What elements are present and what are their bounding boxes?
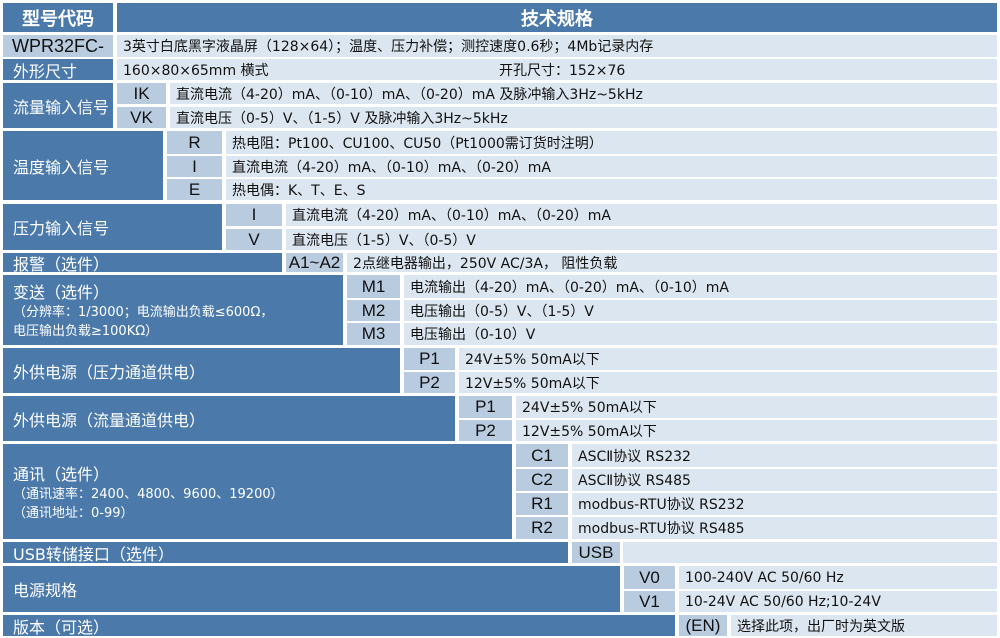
supply-flow-label: 外供电源（流量通道供电）: [3, 396, 455, 441]
supply-flow-option-description: 12V±5% 50mA以下: [516, 420, 997, 441]
comm-note: （通讯速率：2400、4800、9600、19200）: [13, 486, 284, 502]
power-option-description: 100-240V AC 50/60 Hz: [679, 566, 997, 589]
temperature-option-code: I: [167, 156, 222, 177]
model-description: 3英寸白底黑字液晶屏（128×64）；温度、压力补偿；测控速度0.6秒；4Mb记…: [117, 35, 997, 57]
transmit-option-code: M1: [347, 275, 400, 298]
transmit-note: （分辨率：1/3000；电流输出负载≤600Ω，: [13, 305, 274, 320]
usb-label: USB转储接口（选件）: [3, 542, 568, 563]
temperature-option-description: 热电阻：Pt100、CU100、CU50（Pt1000需订货时注明）: [226, 131, 997, 154]
transmit-label: 变送（选件）: [13, 283, 110, 302]
comm-note: （通讯地址：0-99）: [13, 505, 134, 521]
supply-pressure-option-code: P2: [404, 372, 455, 393]
comm-option-code: C2: [516, 469, 568, 491]
transmit-option-description: 电压输出（0-5）V、（1-5）V: [404, 300, 997, 321]
supply-pressure-option-code: P1: [404, 348, 455, 370]
power-label: 电源规格: [3, 566, 620, 612]
alarm-option-code: A1~A2: [286, 253, 343, 272]
flow-label: 流量输入信号: [3, 83, 113, 128]
temperature-option-description: 直流电流（4-20）mA、（0-10）mA、（0-20）mA: [226, 156, 997, 177]
header-spec: 技术规格: [117, 3, 997, 32]
comm-label: 通讯（选件）: [13, 464, 110, 484]
transmit-option-description: 电流输出（4-20）mA、（0-20）mA、（0-10）mA: [404, 275, 997, 298]
size-dimensions: 160×80×65mm 横式: [123, 62, 269, 79]
version-label: 版本（可选）: [3, 615, 675, 636]
version-option-description: 选择此项，出厂时为英文版: [731, 615, 997, 636]
pressure-label: 压力输入信号: [3, 204, 222, 250]
cutout-size: 开孔尺寸：152×76: [499, 62, 626, 79]
pressure-option-code: V: [226, 229, 282, 250]
supply-flow-option-code: P2: [459, 420, 512, 441]
comm-option-code: R2: [516, 517, 568, 539]
transmit-option-code: M2: [347, 300, 400, 321]
model-code-cell: WPR32FC-: [3, 35, 113, 57]
pressure-option-description: 直流电压（1-5）V、（0-5）V: [286, 229, 997, 250]
alarm-option-description: 2点继电器输出，250V AC/3A， 阻性负载: [347, 253, 997, 272]
comm-option-code: C1: [516, 444, 568, 467]
pressure-option-code: I: [226, 204, 282, 226]
comm-label-cell: 通讯（选件） （通讯速率：2400、4800、9600、19200） （通讯地址：0…: [3, 444, 512, 539]
comm-option-code: R1: [516, 493, 568, 515]
supply-flow-option-code: P1: [459, 396, 512, 418]
supply-pressure-label: 外供电源（压力通道供电）: [3, 348, 400, 393]
version-option-code: (EN): [679, 615, 727, 636]
transmit-option-description: 电压输出（0-10）V: [404, 323, 997, 345]
flow-option-description: 直流电压（0-5）V、（1-5）V 及脉冲输入3Hz~5kHz: [170, 107, 997, 128]
usb-option-description: [623, 542, 997, 563]
comm-option-description: ASCⅡ协议 RS232: [572, 444, 997, 467]
flow-option-description: 直流电流（4-20）mA、（0-10）mA、（0-20）mA 及脉冲输入3Hz~…: [170, 83, 997, 104]
comm-option-description: modbus-RTU协议 RS232: [572, 493, 997, 515]
temperature-option-code: R: [167, 131, 222, 154]
temperature-option-description: 热电偶：K、T、E、S: [226, 179, 997, 200]
supply-flow-option-description: 24V±5% 50mA以下: [516, 396, 997, 418]
size-description: 160×80×65mm 横式 开孔尺寸：152×76: [117, 59, 997, 80]
comm-option-description: modbus-RTU协议 RS485: [572, 517, 997, 539]
supply-pressure-option-description: 24V±5% 50mA以下: [459, 348, 997, 370]
usb-option-code: USB: [572, 542, 620, 563]
flow-option-code: VK: [117, 107, 166, 128]
temperature-label: 温度输入信号: [3, 131, 163, 200]
comm-option-description: ASCⅡ协议 RS485: [572, 469, 997, 491]
transmit-note: 电压输出负载≥100KΩ）: [13, 324, 159, 339]
transmit-label-cell: 变送（选件） （分辨率：1/3000；电流输出负载≤600Ω， 电压输出负载≥10…: [3, 275, 343, 345]
transmit-option-code: M3: [347, 323, 400, 345]
flow-option-code: IK: [117, 83, 166, 104]
alarm-label: 报警（选件）: [3, 253, 282, 272]
power-option-description: 10-24V AC 50/60 Hz;10-24V: [679, 591, 997, 612]
size-label: 外形尺寸: [3, 59, 113, 80]
power-option-code: V0: [624, 566, 675, 589]
power-option-code: V1: [624, 591, 675, 612]
pressure-option-description: 直流电流（4-20）mA、（0-10）mA、（0-20）mA: [286, 204, 997, 226]
supply-pressure-option-description: 12V±5% 50mA以下: [459, 372, 997, 393]
header-model-code: 型号代码: [3, 3, 113, 32]
temperature-option-code: E: [167, 179, 222, 200]
